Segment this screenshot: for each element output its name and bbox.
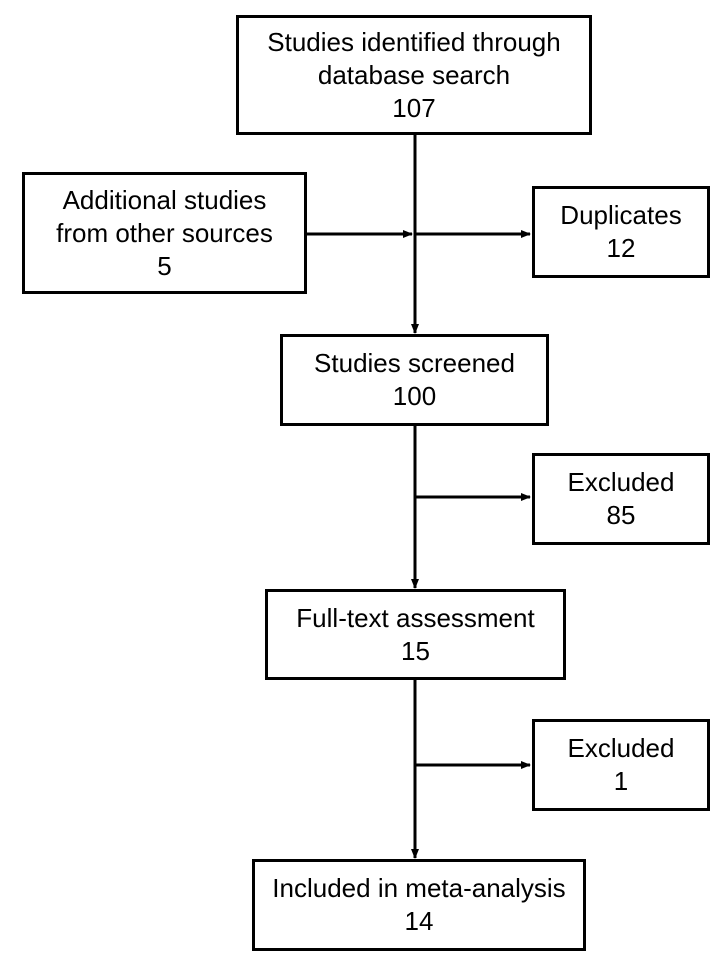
box-label-line: Excluded <box>567 467 675 497</box>
box-label-line: Full-text assessment <box>296 602 535 633</box>
box-count: 14 <box>404 906 434 936</box>
box-label-line: Excluded <box>567 733 675 763</box>
box-label-line: Included in meta-analysis <box>272 873 566 903</box>
box-count: 107 <box>392 92 436 123</box>
box-studies-identified: Studies identified through database sear… <box>236 15 592 135</box>
box-excluded-fulltext: Excluded 1 <box>532 719 710 811</box>
box-excluded-screening: Excluded 85 <box>532 453 710 545</box>
box-fulltext-assessment: Full-text assessment 15 <box>265 589 566 680</box>
box-count: 1 <box>613 766 629 796</box>
box-count: 5 <box>157 250 172 281</box>
box-count: 100 <box>392 381 437 411</box>
box-count: 85 <box>606 500 636 530</box>
box-additional-studies: Additional studies from other sources 5 <box>22 172 307 294</box>
box-duplicates: Duplicates 12 <box>532 186 710 278</box>
box-studies-screened: Studies screened 100 <box>280 334 549 426</box>
box-label-line: from other sources <box>56 217 273 248</box>
box-label-line: Studies screened <box>314 348 515 378</box>
box-label-line: Studies identified through <box>267 26 561 57</box>
box-label-line: Additional studies <box>62 184 267 215</box>
box-label-line: Duplicates <box>560 200 682 230</box>
box-label-line: database search <box>317 59 511 90</box>
box-included-meta-analysis: Included in meta-analysis 14 <box>252 859 586 951</box>
box-count: 12 <box>606 233 636 263</box>
box-count: 15 <box>401 635 430 666</box>
